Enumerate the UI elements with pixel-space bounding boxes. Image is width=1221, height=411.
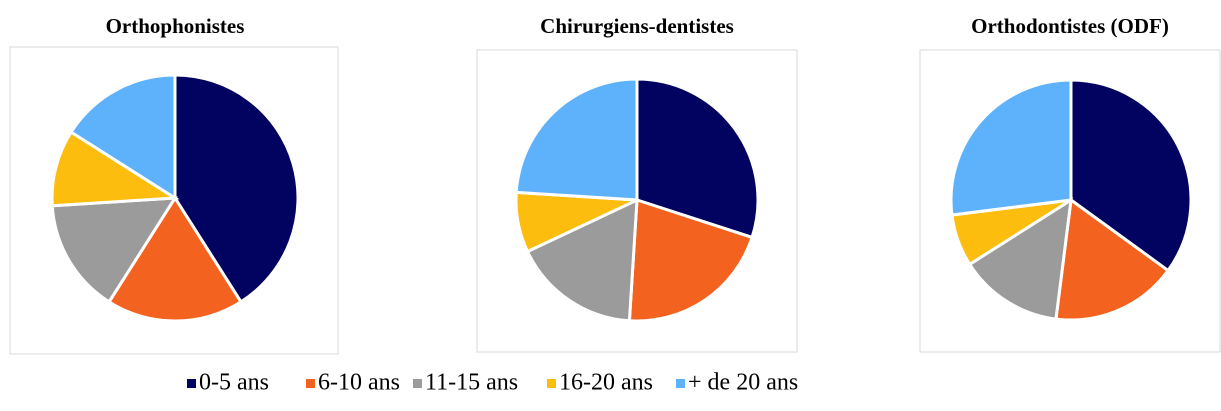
pie-slice	[107, 195, 243, 323]
legend-label: + de 20 ans	[688, 370, 798, 396]
pie-slice	[514, 77, 639, 202]
legend-label: 11-15 ans	[425, 370, 518, 396]
pie-slice	[50, 196, 178, 304]
pie-slice	[627, 197, 754, 323]
chart-title: Orthodontistes (ODF)	[971, 14, 1169, 38]
legend-marker	[413, 379, 422, 388]
legend-marker	[547, 379, 556, 388]
pie-slice	[525, 197, 639, 323]
legend-marker	[187, 379, 196, 388]
chart-title: Chirurgiens-dentistes	[540, 14, 734, 38]
pie-slice	[69, 73, 177, 201]
pie-slice	[949, 78, 1073, 217]
pie-slice	[635, 77, 760, 240]
pie-slice	[1054, 197, 1171, 322]
legend-label: 0-5 ans	[199, 370, 269, 396]
pie-slice	[1069, 78, 1193, 273]
legend-marker	[306, 379, 315, 388]
pie-slice	[967, 197, 1073, 321]
legend-label: 6-10 ans	[318, 370, 400, 396]
legend-label: 16-20 ans	[559, 370, 653, 396]
chart-title: Orthophonistes	[106, 14, 245, 38]
legend-marker	[676, 379, 685, 388]
